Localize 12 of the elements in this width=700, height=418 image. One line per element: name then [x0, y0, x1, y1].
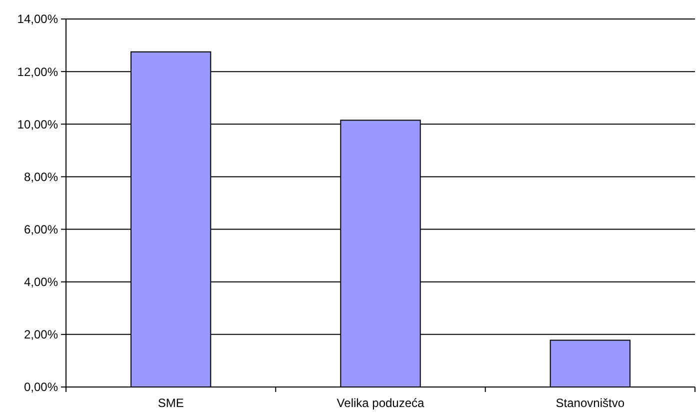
y-tick-label: 12,00%	[17, 64, 58, 79]
y-tick-label: 14,00%	[17, 12, 58, 26]
y-tick-label: 0,00%	[24, 380, 58, 394]
y-tick-label: 6,00%	[24, 222, 58, 236]
y-tick-label: 2,00%	[24, 328, 58, 342]
bar	[550, 340, 631, 388]
y-tick-label: 8,00%	[24, 170, 58, 184]
x-tick-label: Velika poduzeća	[336, 396, 425, 410]
x-tick-label: Stanovništvo	[556, 396, 625, 410]
y-tick-label: 4,00%	[24, 275, 58, 290]
y-tick-label: 10,00%	[17, 117, 58, 132]
x-tick-label: SME	[158, 396, 184, 410]
